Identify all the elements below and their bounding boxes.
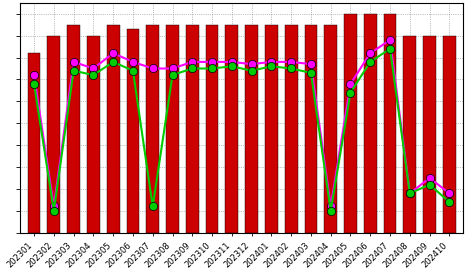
Bar [166,25,179,233]
Bar [265,25,278,233]
Bar [87,36,100,233]
Bar [107,25,120,233]
Bar [324,25,337,233]
Bar [304,25,317,233]
Bar [423,36,436,233]
Bar [245,25,258,233]
Bar [146,25,159,233]
Bar [226,25,238,233]
Bar [384,14,397,233]
Bar [443,36,456,233]
Bar [127,29,139,233]
Bar [344,14,357,233]
Bar [404,36,416,233]
Bar [186,25,199,233]
Bar [67,25,80,233]
Bar [206,25,219,233]
Bar [48,36,60,233]
Bar [285,25,298,233]
Bar [364,14,377,233]
Bar [27,53,41,233]
